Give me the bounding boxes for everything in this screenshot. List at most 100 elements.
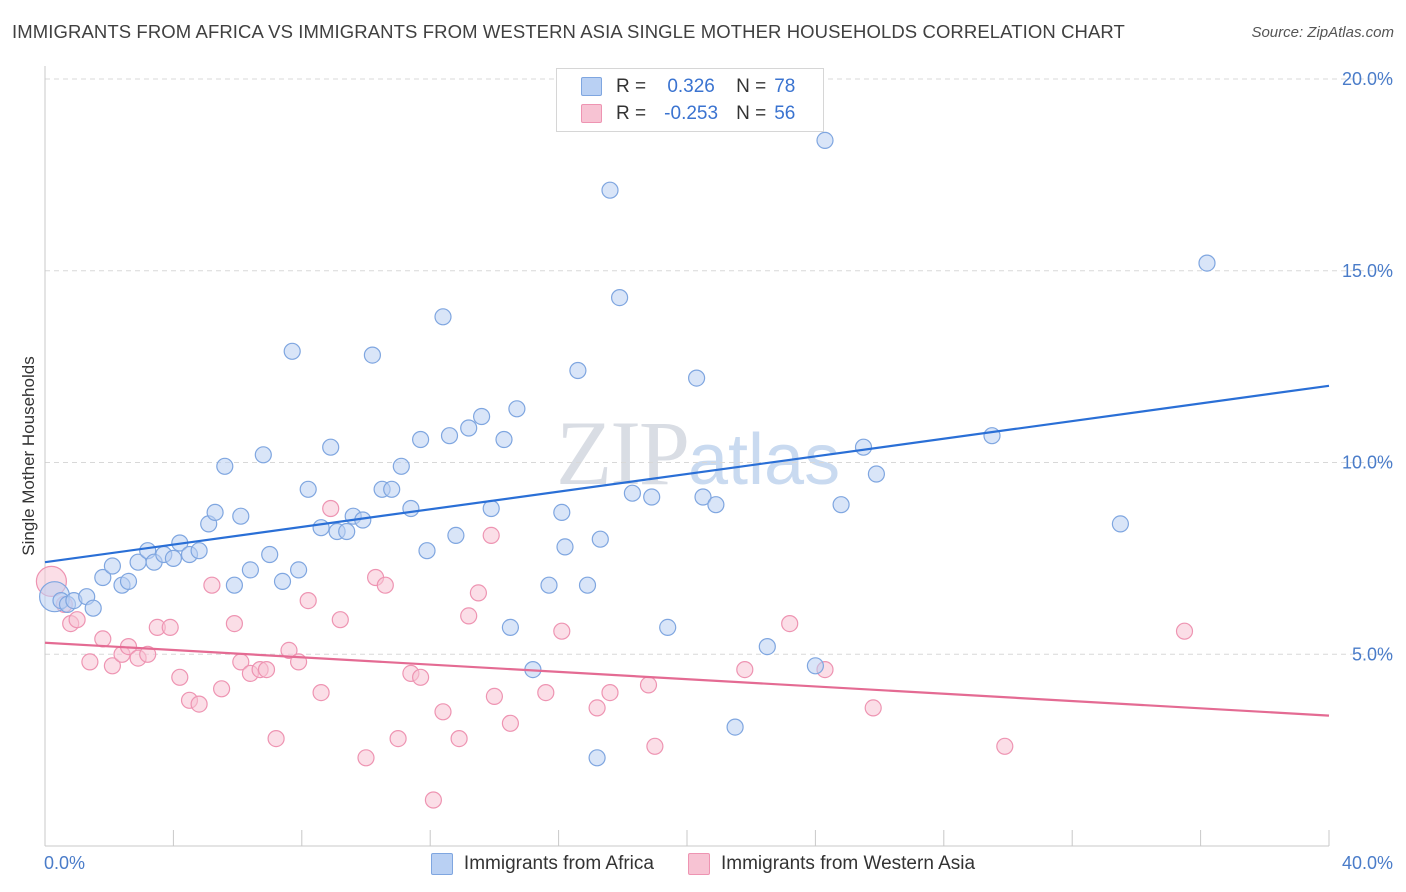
data-point [569,361,587,380]
data-point [540,576,558,594]
data-point [537,683,555,702]
data-point [84,599,102,617]
legend-item-africa[interactable]: Immigrants from Africa [430,853,654,875]
data-point [553,503,571,522]
legend-item-western-asia[interactable]: Immigrants from Western Asia [687,853,975,875]
data-point [434,308,452,326]
data-point [418,542,436,560]
data-point [392,457,410,475]
data-point [190,542,208,560]
series-legend: Immigrants from Africa Immigrants from W… [0,852,1406,876]
data-point [983,427,1001,445]
data-point [103,557,122,575]
data-point [482,526,500,545]
data-point [203,576,221,594]
data-point [864,699,882,717]
legend-r-value: 0.326 [667,75,715,97]
data-point [119,572,138,591]
data-point [501,618,519,637]
data-point [639,676,658,694]
data-point [601,683,619,702]
data-point [267,729,285,748]
data-point [485,687,503,706]
data-point [299,591,317,610]
y-tick-label: 20.0% [1342,69,1393,89]
x-tick-label: 0.0% [44,853,85,873]
data-point [412,430,430,449]
chart-title: IMMIGRANTS FROM AFRICA VS IMMIGRANTS FRO… [12,21,1125,42]
data-point [854,438,873,456]
data-point [299,480,317,498]
data-point [832,496,850,514]
data-point [816,131,834,149]
data-point [216,457,234,475]
data-point [389,729,407,748]
data-point [469,584,487,602]
data-point [623,484,642,502]
x-tick-label: 40.0% [1342,853,1393,873]
data-point [331,611,349,629]
data-point [556,538,574,556]
data-point [646,737,664,755]
legend-swatch-pink [687,853,710,875]
legend-r-value: -0.253 [664,102,719,124]
data-point [473,407,491,426]
data-point [482,499,500,518]
source-label: Source: ZipAtlas.com [1251,24,1394,41]
data-point [290,561,308,579]
stats-legend: R = 0.326 N = 78 R = -0.253 N = 56 [556,68,824,132]
data-point [460,607,478,625]
watermark-zip: ZIP [556,402,690,504]
legend-swatch-blue [581,77,602,96]
data-point [867,465,886,483]
data-point [94,568,112,587]
data-point [402,499,420,518]
data-point [1198,254,1216,272]
data-point [578,576,597,594]
data-point [161,618,179,637]
legend-n-value: 78 [774,75,796,97]
data-point [171,668,189,686]
data-point [363,346,381,364]
data-point [261,545,279,564]
data-point [103,657,122,675]
data-point [781,614,799,633]
data-point [591,530,609,548]
data-point [338,522,356,541]
legend-r-label: R = [616,102,647,124]
tick-labels: 5.0% 10.0% 15.0% 20.0% 0.0% 40.0% [44,69,1393,873]
data-point [440,427,459,445]
data-point [254,446,272,464]
data-point [164,549,182,568]
data-point [94,630,112,648]
axis-layer [44,66,1330,847]
data-point [225,576,243,594]
data-point [806,657,825,675]
data-point [81,653,99,671]
legend-row-western-asia: R = -0.253 N = 56 [581,100,795,127]
data-point [707,496,725,514]
trend-line [44,384,1330,564]
data-point [190,695,208,713]
watermark-atlas: atlas [688,420,841,500]
watermark: ZIPatlas [556,400,840,506]
data-point [68,611,86,629]
data-point [643,488,661,506]
series-western-asia [35,499,1194,809]
data-point [553,622,571,640]
data-point [424,791,442,809]
legend-n-value: 56 [774,102,796,124]
data-point [601,181,619,199]
data-point [225,614,243,633]
y-tick-label: 5.0% [1352,644,1393,664]
data-point [687,369,706,387]
legend-swatch-blue [430,853,453,875]
data-point [434,703,452,721]
data-point [1175,622,1194,640]
legend-label-africa: Immigrants from Africa [463,853,654,874]
data-point [213,680,231,698]
data-point [694,488,712,506]
data-point [322,438,340,456]
data-point [312,519,330,537]
